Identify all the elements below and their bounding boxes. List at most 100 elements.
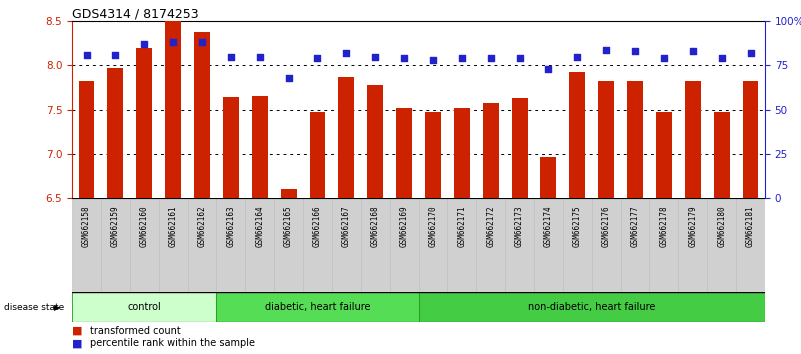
Text: GSM662164: GSM662164 — [256, 206, 264, 247]
Bar — [743, 81, 759, 198]
Text: ▶: ▶ — [54, 303, 61, 312]
Point — [542, 66, 555, 72]
Bar — [72, 292, 216, 322]
Text: GSM662163: GSM662163 — [227, 206, 235, 247]
Text: GSM662174: GSM662174 — [544, 206, 553, 247]
Text: GSM662176: GSM662176 — [602, 206, 610, 247]
Bar — [130, 198, 159, 292]
Bar — [592, 198, 621, 292]
Bar — [396, 108, 412, 198]
Point — [311, 56, 324, 61]
Bar — [216, 292, 418, 322]
Text: GSM662158: GSM662158 — [82, 206, 91, 247]
Bar — [274, 198, 303, 292]
Bar — [245, 198, 274, 292]
Point — [485, 56, 497, 61]
Bar — [454, 108, 469, 198]
Point — [397, 56, 410, 61]
Bar — [107, 68, 123, 198]
Bar — [252, 96, 268, 198]
Point — [658, 56, 670, 61]
Text: GSM662180: GSM662180 — [717, 206, 727, 247]
Bar — [418, 292, 765, 322]
Bar — [650, 198, 678, 292]
Text: GDS4314 / 8174253: GDS4314 / 8174253 — [72, 7, 199, 20]
Text: GSM662170: GSM662170 — [429, 206, 437, 247]
Bar — [338, 77, 354, 198]
Bar — [159, 198, 187, 292]
Point — [167, 40, 179, 45]
Point — [744, 50, 757, 56]
Point — [427, 57, 440, 63]
Point — [368, 54, 381, 59]
Point — [80, 52, 93, 58]
Bar — [194, 32, 210, 198]
Text: GSM662159: GSM662159 — [111, 206, 120, 247]
Bar — [101, 198, 130, 292]
Bar — [483, 103, 499, 198]
Text: GSM662162: GSM662162 — [198, 206, 207, 247]
Point — [456, 56, 469, 61]
Point — [109, 52, 122, 58]
Text: GSM662178: GSM662178 — [659, 206, 668, 247]
Bar — [736, 198, 765, 292]
Text: GSM662172: GSM662172 — [486, 206, 495, 247]
Bar — [72, 198, 101, 292]
Bar — [309, 113, 325, 198]
Text: GSM662169: GSM662169 — [400, 206, 409, 247]
Bar — [512, 98, 528, 198]
Text: GSM662167: GSM662167 — [342, 206, 351, 247]
Bar — [477, 198, 505, 292]
Point — [600, 47, 613, 52]
Text: GSM662168: GSM662168 — [371, 206, 380, 247]
Text: disease state: disease state — [4, 303, 64, 312]
Point — [513, 56, 526, 61]
Bar — [627, 81, 643, 198]
Bar — [280, 189, 296, 198]
Bar — [534, 198, 563, 292]
Text: GSM662166: GSM662166 — [313, 206, 322, 247]
Point — [629, 48, 642, 54]
Bar — [707, 198, 736, 292]
Bar — [165, 21, 181, 198]
Bar — [303, 198, 332, 292]
Text: control: control — [127, 302, 161, 312]
Point — [340, 50, 352, 56]
Bar — [332, 198, 360, 292]
Point — [253, 54, 266, 59]
Text: GSM662177: GSM662177 — [630, 206, 639, 247]
Point — [571, 54, 584, 59]
Bar — [678, 198, 707, 292]
Point — [686, 48, 699, 54]
Bar — [685, 81, 701, 198]
Text: GSM662165: GSM662165 — [284, 206, 293, 247]
Bar — [656, 113, 672, 198]
Bar — [360, 198, 389, 292]
Bar — [418, 198, 448, 292]
Point — [282, 75, 295, 81]
Text: GSM662181: GSM662181 — [746, 206, 755, 247]
Text: GSM662171: GSM662171 — [457, 206, 466, 247]
Text: GSM662179: GSM662179 — [688, 206, 698, 247]
Point — [224, 54, 237, 59]
Text: diabetic, heart failure: diabetic, heart failure — [264, 302, 370, 312]
Bar — [78, 81, 95, 198]
Bar — [621, 198, 650, 292]
Text: GSM662175: GSM662175 — [573, 206, 582, 247]
Bar — [425, 113, 441, 198]
Text: ■: ■ — [72, 326, 83, 336]
Bar — [448, 198, 477, 292]
Text: non-diabetic, heart failure: non-diabetic, heart failure — [528, 302, 655, 312]
Bar — [505, 198, 534, 292]
Bar — [187, 198, 216, 292]
Text: percentile rank within the sample: percentile rank within the sample — [90, 338, 255, 348]
Bar — [223, 97, 239, 198]
Bar — [541, 157, 557, 198]
Point — [715, 56, 728, 61]
Bar — [570, 72, 586, 198]
Bar — [136, 48, 152, 198]
Bar — [598, 80, 614, 198]
Text: transformed count: transformed count — [90, 326, 180, 336]
Bar — [389, 198, 418, 292]
Point — [138, 41, 151, 47]
